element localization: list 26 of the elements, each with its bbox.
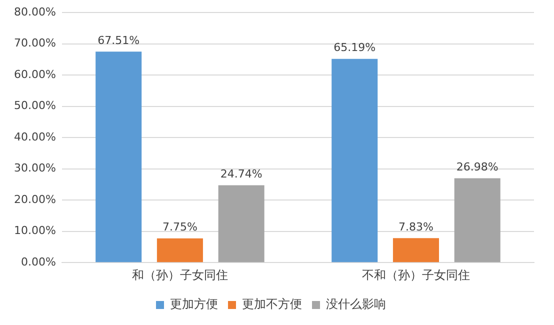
x-tick-label: 和（孙）子女同住 xyxy=(132,268,228,282)
bar xyxy=(96,52,142,262)
y-tick-label: 30.00% xyxy=(14,162,56,175)
bar xyxy=(392,238,439,262)
data-label: 65.19% xyxy=(334,41,376,54)
legend-label: 更加方便 xyxy=(170,297,218,312)
y-tick-label: 60.00% xyxy=(14,68,56,81)
data-label: 67.51% xyxy=(98,34,140,47)
y-tick-label: 20.00% xyxy=(14,192,56,206)
y-tick-label: 0.00% xyxy=(20,255,56,268)
data-label: 7.75% xyxy=(162,220,198,234)
data-label: 7.83% xyxy=(398,220,434,234)
bar xyxy=(156,238,203,262)
y-tick-label: 70.00% xyxy=(14,36,56,50)
legend-label: 没什么影响 xyxy=(326,297,386,312)
y-tick-label: 10.00% xyxy=(14,224,56,238)
data-label: 24.74% xyxy=(220,168,262,181)
bar xyxy=(218,185,264,262)
data-label: 26.98% xyxy=(456,160,498,174)
y-tick-label: 50.00% xyxy=(14,99,56,112)
y-tick-label: 40.00% xyxy=(14,130,56,144)
bar xyxy=(332,58,378,262)
bar xyxy=(454,178,500,262)
legend-label: 更加不方便 xyxy=(242,297,302,312)
x-tick-label: 不和（孙）子女同住 xyxy=(362,268,470,282)
y-tick-label: 80.00% xyxy=(14,5,56,18)
